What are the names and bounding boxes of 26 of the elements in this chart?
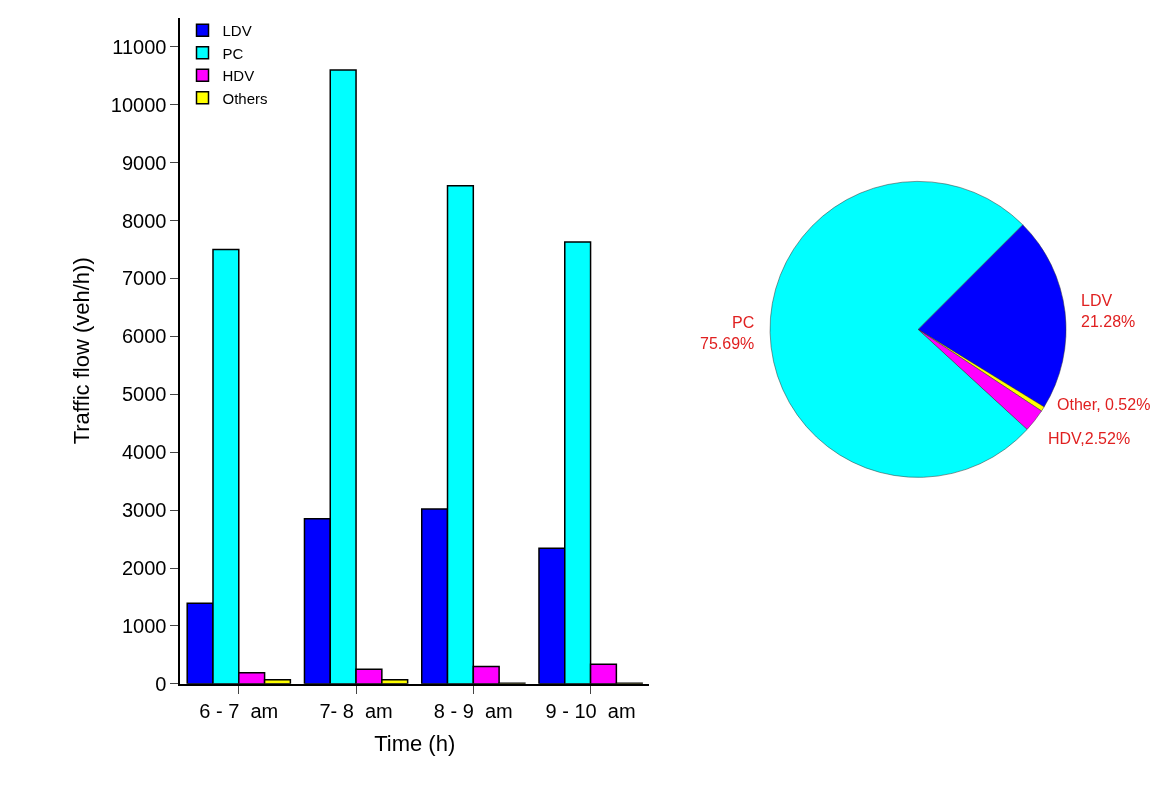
- legend-label: Others: [222, 89, 268, 107]
- y-tick-label: 5000: [121, 383, 167, 406]
- y-tick-label: 8000: [121, 209, 167, 232]
- y-tick-label: 3000: [121, 499, 167, 522]
- y-tick-label: 11000: [112, 35, 167, 58]
- y-tick-label: 2000: [121, 557, 167, 579]
- y-tick-label: 9000: [121, 151, 167, 174]
- y-tick-label: 6000: [121, 325, 167, 348]
- x-tick-label: 8 - 9 am: [433, 699, 513, 722]
- data-label: LDV 21.28%: [1081, 292, 1136, 330]
- legend-label: HDV: [222, 66, 255, 84]
- legend-label: LDV: [222, 22, 252, 39]
- y-tick-label: 1000: [121, 614, 167, 637]
- data-label: PC 75.69%: [700, 314, 755, 352]
- data-label: HDV,2.52%: [1048, 430, 1131, 447]
- x-tick-label: 6 - 7 am: [199, 699, 279, 722]
- legend-label: PC: [222, 44, 244, 62]
- x-axis-title: Time (h): [374, 730, 456, 756]
- y-tick-label: 0: [155, 672, 167, 695]
- y-tick-label: 7000: [121, 267, 167, 290]
- x-tick-label: 9 - 10 am: [545, 699, 636, 722]
- data-label: Other, 0.52%: [1057, 396, 1151, 413]
- y-tick-label: 10000: [110, 93, 167, 116]
- y-tick-label: 4000: [121, 441, 167, 464]
- x-tick-label: 7- 8 am: [319, 699, 393, 722]
- y-axis-title: Traffic flow (veh/h)): [69, 257, 95, 445]
